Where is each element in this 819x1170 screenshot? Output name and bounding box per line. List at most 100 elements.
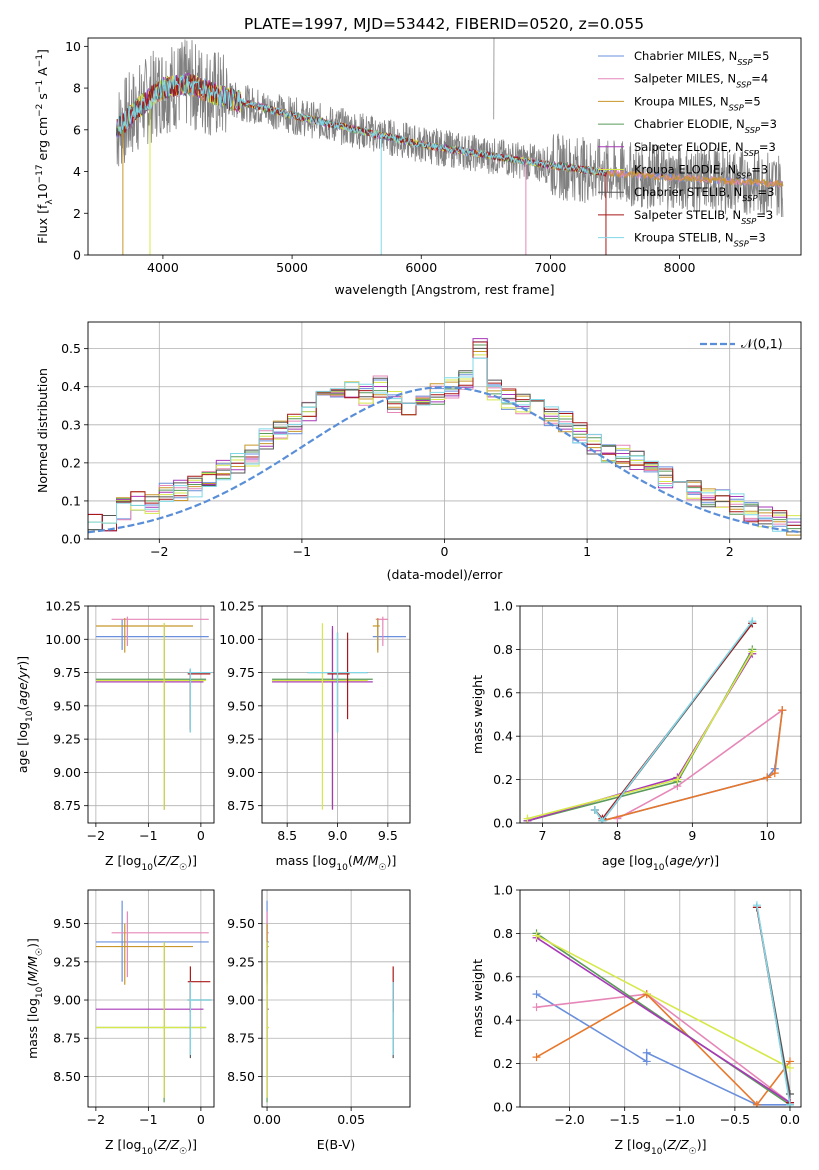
tick-label-x: −1 xyxy=(139,828,157,843)
tick-label-y: 4 xyxy=(73,164,81,179)
weight-line xyxy=(602,710,784,822)
tick-label-x: −1.5 xyxy=(610,1112,640,1127)
tick-label-x: 0.0 xyxy=(780,1112,800,1127)
tick-label-y: 10.25 xyxy=(219,599,255,614)
axes-frame xyxy=(87,889,215,1108)
tick-label-y: 9.00 xyxy=(227,993,255,1008)
tick-label-x: 8000 xyxy=(664,260,696,275)
figure-title: PLATE=1997, MJD=53442, FIBERID=0520, z=0… xyxy=(244,15,644,33)
tick-label-y: 8.50 xyxy=(227,1069,255,1084)
label-part: −1 xyxy=(35,80,45,93)
tick-label-x: −1 xyxy=(293,544,311,559)
tick-label-y: 9.25 xyxy=(227,954,255,969)
weight-marker xyxy=(748,647,757,656)
tick-label-x: 7000 xyxy=(535,260,567,275)
label-part: =4 xyxy=(751,72,768,86)
tick-label-y: 9.50 xyxy=(53,916,81,931)
label-part: 10 xyxy=(336,863,348,873)
label-part: age/yr xyxy=(669,853,710,868)
label-part: =5 xyxy=(744,94,761,108)
tick-label-x: 0 xyxy=(197,1112,205,1127)
weight-marker xyxy=(590,805,599,814)
tick-label-x: 8.5 xyxy=(277,828,297,843)
axes-frame xyxy=(261,605,411,824)
tick-label-y: 10.25 xyxy=(45,599,81,614)
tick-label-y: 1.0 xyxy=(493,599,513,614)
tick-label-y: 0.1 xyxy=(61,493,81,508)
label-part: ( xyxy=(25,982,40,987)
tick-label-y: 0.0 xyxy=(493,1100,513,1115)
label-part: SSP xyxy=(729,102,744,112)
tick-label-y: 0.5 xyxy=(61,341,81,356)
y-axis-label: Normed distribution xyxy=(35,368,50,493)
tick-label-y: 0.2 xyxy=(493,1056,513,1071)
tick-label-x: 0 xyxy=(197,828,205,843)
tick-label-y: 9.00 xyxy=(53,765,81,780)
legend-label: Salpeter STELIB, NSSP=3 xyxy=(634,208,773,226)
y-axis-label: Flux [fλ10−17 erg cm−2 s−1 A−1] xyxy=(35,49,55,244)
label-part: SSP xyxy=(734,239,749,249)
x-axis-label: Z [log10(Z/Z☉)] xyxy=(105,1137,197,1157)
label-part: SSP xyxy=(744,148,759,158)
label-part: M/M xyxy=(353,853,379,868)
weight-line xyxy=(756,905,791,1105)
label-part: Z [log xyxy=(105,853,141,868)
normal-curve xyxy=(88,385,801,534)
tick-label-y: 0.6 xyxy=(493,969,513,984)
weight-marker xyxy=(532,1003,541,1012)
label-part: SSP xyxy=(745,125,760,135)
axes-frame xyxy=(87,37,802,256)
tick-label-y: 0.4 xyxy=(493,729,513,744)
label-part: ☉ xyxy=(689,1147,697,1157)
tick-label-y: 0.2 xyxy=(61,455,81,470)
legend-label: 𝒩(0,1) xyxy=(741,336,783,351)
label-part: )] xyxy=(187,853,197,868)
label-part: Kroupa ELODIE, N xyxy=(634,163,736,177)
tick-label-x: 0 xyxy=(441,544,449,559)
weight-marker xyxy=(785,1100,794,1107)
label-part: Z [log xyxy=(615,1137,651,1152)
tick-label-x: −2.0 xyxy=(554,1112,584,1127)
weight-marker xyxy=(778,706,787,715)
label-part: )] xyxy=(25,938,40,948)
y-axis-label: mass weight xyxy=(470,959,485,1038)
label-part: mass [log xyxy=(276,853,337,868)
legend-label: Salpeter ELODIE, NSSP=3 xyxy=(634,140,776,158)
x-axis-label: mass [log10(M/M☉)] xyxy=(276,853,397,873)
tick-label-x: −1 xyxy=(139,1112,157,1127)
panel-spectrum: 4000 5000 6000 7000 8000 0 2 4 6 8 10 wavelength [A… xyxy=(35,37,802,297)
weight-marker xyxy=(532,1053,541,1062)
weight-marker xyxy=(532,931,541,940)
tick-label-x: 6000 xyxy=(405,260,437,275)
tick-label-x: −2 xyxy=(150,544,168,559)
plot-area xyxy=(532,901,794,1107)
label-part: ( xyxy=(662,1137,667,1152)
weight-marker xyxy=(598,816,607,823)
label-part: Kroupa STELIB, N xyxy=(634,231,734,245)
plot-area xyxy=(88,338,801,536)
tick-label-y: 10 xyxy=(65,39,81,54)
panel-mass_vs_ebv: 0.00 0.05 8.50 8.75 9.00 9.25 9.50 E(B-V) xyxy=(227,889,411,1152)
tick-label-x: 8 xyxy=(613,828,621,843)
label-part: ☉ xyxy=(179,1147,187,1157)
tick-label-y: 0.4 xyxy=(493,1013,513,1028)
tick-label-y: 6 xyxy=(73,122,81,137)
label-part: =3 xyxy=(760,117,777,131)
tick-label-x: 10 xyxy=(759,828,775,843)
tick-label-x: 0.05 xyxy=(337,1112,365,1127)
label-part: ☉ xyxy=(35,948,45,956)
label-part: )] xyxy=(709,853,719,868)
weight-line xyxy=(536,934,791,1069)
tick-label-y: 8.50 xyxy=(53,1069,81,1084)
label-part: SSP xyxy=(737,57,752,67)
label-part: age/yr xyxy=(15,665,30,706)
y-axis-label: mass [log10(M/M☉)] xyxy=(25,938,45,1059)
label-part: 10 xyxy=(651,1147,663,1157)
label-part: Z/Z xyxy=(666,1137,689,1152)
weight-marker xyxy=(642,1048,651,1057)
label-part: ( xyxy=(15,706,30,711)
label-part: Flux [f xyxy=(35,204,50,244)
weight-marker xyxy=(770,769,779,778)
label-part: ( xyxy=(153,1137,158,1152)
